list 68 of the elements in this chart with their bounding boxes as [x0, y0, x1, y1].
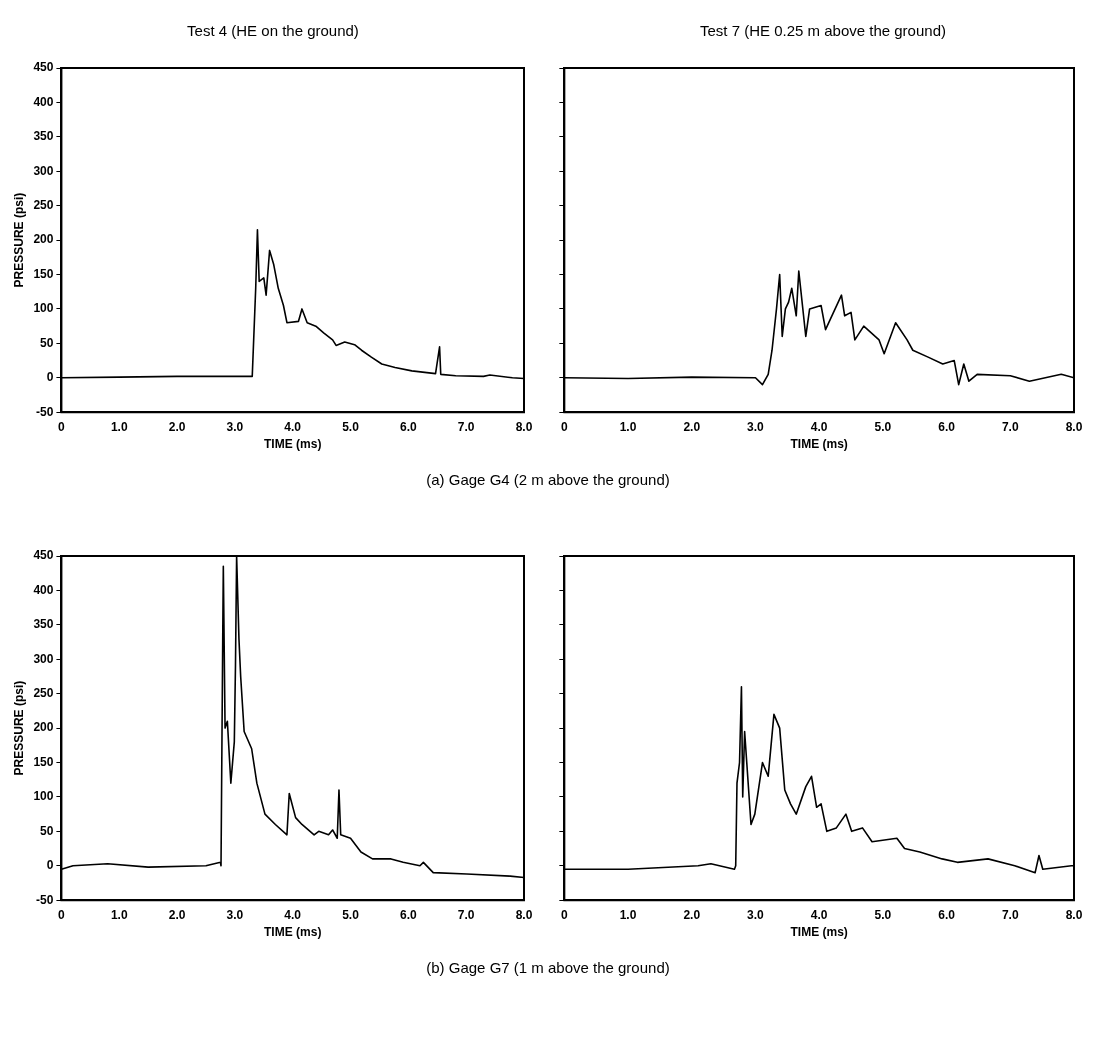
y-tick-label: 50	[40, 335, 54, 350]
x-tick-label: 5.0	[342, 419, 360, 434]
y-tick-label: 400	[33, 582, 54, 597]
x-tick-label: 6.0	[400, 907, 418, 922]
x-tick-label: 4.0	[810, 907, 828, 922]
x-tick-label: 2.0	[168, 419, 186, 434]
y-tick-label: 0	[46, 858, 54, 873]
y-tick-label: 200	[33, 720, 54, 735]
x-tick-label: 5.0	[874, 419, 892, 434]
x-tick-label: 6.0	[938, 907, 956, 922]
x-tick-label: 7.0	[457, 907, 475, 922]
x-tick-label: 0	[58, 907, 66, 922]
y-tick-label: 350	[33, 129, 54, 144]
x-axis-title: TIME (ms)	[264, 437, 322, 452]
x-tick-label: 1.0	[619, 907, 637, 922]
x-tick-label: 7.0	[1001, 419, 1019, 434]
x-tick-label: 6.0	[938, 419, 956, 434]
x-tick-label: 3.0	[747, 907, 765, 922]
x-tick-label: 0	[560, 419, 568, 434]
y-axis-title: PRESSURE (psi)	[11, 680, 26, 776]
y-tick-label: 350	[33, 617, 54, 632]
x-tick-label: 0	[560, 907, 568, 922]
x-tick-label: 7.0	[457, 419, 475, 434]
x-axis-title: TIME (ms)	[264, 925, 322, 940]
y-tick-label: 50	[40, 823, 54, 838]
x-tick-label: 3.0	[226, 419, 244, 434]
x-tick-label: 4.0	[284, 907, 302, 922]
x-tick-label: 0	[58, 419, 66, 434]
chart-title: Test 7 (HE 0.25 m above the ground)	[699, 20, 947, 41]
y-tick-label: 250	[33, 197, 54, 212]
x-tick-label: 2.0	[168, 907, 186, 922]
y-tick-label: 400	[33, 94, 54, 109]
y-tick-label: 100	[33, 301, 54, 316]
x-axis-title: TIME (ms)	[790, 437, 848, 452]
y-tick-label: -50	[36, 404, 54, 419]
x-tick-label: 7.0	[1001, 907, 1019, 922]
x-tick-label: 2.0	[683, 419, 701, 434]
x-tick-label: 1.0	[110, 419, 128, 434]
y-tick-label: 150	[33, 266, 54, 281]
x-tick-label: 1.0	[619, 419, 637, 434]
text: (a) Gage G4 (2 m above the ground)	[425, 471, 671, 488]
text: (b) Gage G7 (1 m above the ground)	[425, 959, 671, 976]
y-tick-label: 450	[33, 60, 54, 75]
y-tick-label: 250	[33, 685, 54, 700]
x-tick-label: 4.0	[810, 419, 828, 434]
y-tick-label: 300	[33, 651, 54, 666]
x-tick-label: 8.0	[515, 419, 533, 434]
y-tick-label: 100	[33, 789, 54, 804]
x-tick-label: 1.0	[110, 907, 128, 922]
x-tick-label: 2.0	[683, 907, 701, 922]
x-tick-label: 3.0	[226, 907, 244, 922]
y-tick-label: -50	[36, 892, 54, 907]
x-tick-label: 8.0	[1065, 419, 1083, 434]
x-tick-label: 8.0	[1065, 907, 1083, 922]
y-tick-label: 300	[33, 163, 54, 178]
x-tick-label: 4.0	[284, 419, 302, 434]
chart-title: Test 4 (HE on the ground)	[186, 20, 360, 41]
x-tick-label: 5.0	[874, 907, 892, 922]
y-axis-title: PRESSURE (psi)	[11, 192, 26, 288]
x-tick-label: 3.0	[747, 419, 765, 434]
y-tick-label: 200	[33, 232, 54, 247]
y-tick-label: 150	[33, 754, 54, 769]
x-axis-title: TIME (ms)	[790, 925, 848, 940]
x-tick-label: 6.0	[400, 419, 418, 434]
x-tick-label: 8.0	[515, 907, 533, 922]
x-tick-label: 5.0	[342, 907, 360, 922]
y-tick-label: 0	[46, 370, 54, 385]
y-tick-label: 450	[33, 548, 54, 563]
